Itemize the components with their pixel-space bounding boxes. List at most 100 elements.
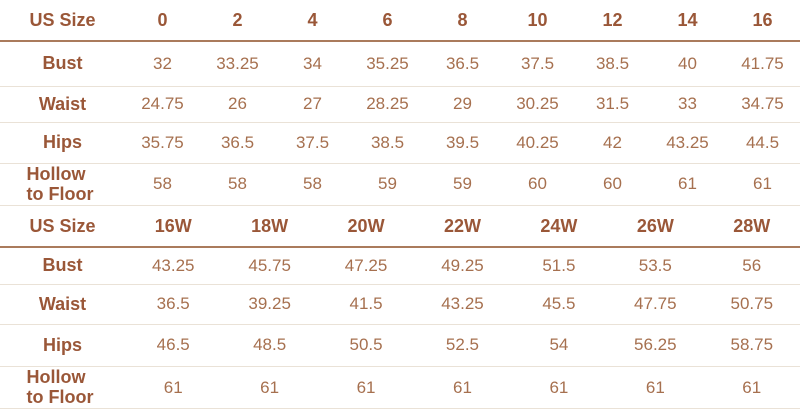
table-row: Hips 46.5 48.5 50.5 52.5 54 56.25 58.75 [0,324,800,367]
table-row: Hollow to Floor 58 58 58 59 59 60 60 61 … [0,163,800,207]
measurement-value: 49.25 [414,247,511,285]
size-chart-table-misses: US Size 0 2 4 6 8 10 12 14 16 Bust 32 33… [0,0,800,207]
table-row: Waist 36.5 39.25 41.5 43.25 45.5 47.75 5… [0,284,800,325]
measurement-value: 51.5 [510,247,608,285]
size-column-header: 2 [200,0,275,42]
measurement-value: 37.5 [275,122,350,164]
measurement-value: 36.5 [425,41,500,87]
measurement-value: 30.25 [500,86,575,123]
size-column-header: 0 [125,0,200,42]
measurement-value: 60 [575,163,650,207]
measurement-value: 61 [221,366,318,410]
measurement-label: Hips [0,122,125,164]
measurement-label-text: Hollow to Floor [26,366,94,408]
measurement-label-text: Hips [42,132,82,152]
measurement-value: 40 [650,41,725,87]
size-column-header: 14 [650,0,725,42]
measurement-value: 42 [575,122,650,164]
measurement-label-text: Hips [42,334,82,355]
measurement-value: 52.5 [414,324,511,367]
measurement-value: 29 [425,86,500,123]
measurement-value: 39.5 [425,122,500,164]
size-column-header: 28W [703,206,800,249]
size-column-header: 26W [607,206,704,249]
measurement-value: 59 [425,163,500,207]
measurement-value: 48.5 [221,324,318,367]
measurement-value: 58 [125,163,200,207]
us-size-header: US Size [0,206,125,249]
size-column-header: 20W [317,206,415,249]
measurement-value: 61 [607,366,704,410]
measurement-value: 61 [650,163,725,207]
table-row: US Size 0 2 4 6 8 10 12 14 16 [0,0,800,42]
measurement-label-text: Hollow to Floor [26,163,94,205]
measurement-value: 26 [200,86,275,123]
measurement-label: Hollow to Floor [0,163,125,207]
table-row: Hollow to Floor 61 61 61 61 61 61 61 [0,366,800,410]
measurement-label: Bust [0,247,125,285]
measurement-label-text: Waist [38,293,87,314]
size-column-header: 16W [125,206,222,249]
measurement-value: 40.25 [500,122,575,164]
measurement-value: 47.75 [607,284,704,325]
measurement-value: 43.25 [125,247,222,285]
measurement-label: Hollow to Floor [0,366,125,410]
measurement-value: 41.5 [317,284,415,325]
measurement-label: Bust [0,41,125,87]
measurement-value: 36.5 [125,284,222,325]
measurement-value: 34 [275,41,350,87]
table-row: US Size 16W 18W 20W 22W 24W 26W 28W [0,206,800,249]
measurement-value: 58 [200,163,275,207]
measurement-value: 45.75 [221,247,318,285]
us-size-header: US Size [0,0,125,42]
size-column-header: 24W [510,206,608,249]
measurement-value: 60 [500,163,575,207]
measurement-value: 37.5 [500,41,575,87]
size-chart-table-plus: US Size 16W 18W 20W 22W 24W 26W 28W Bust… [0,206,800,410]
measurement-value: 56.25 [607,324,704,367]
measurement-value: 44.5 [725,122,800,164]
measurement-value: 33 [650,86,725,123]
table-row: Waist 24.75 26 27 28.25 29 30.25 31.5 33… [0,86,800,123]
measurement-value: 47.25 [317,247,415,285]
measurement-value: 50.5 [317,324,415,367]
measurement-label: Hips [0,324,125,367]
measurement-label-text: Bust [42,255,83,276]
measurement-value: 56 [703,247,800,285]
measurement-value: 39.25 [221,284,318,325]
measurement-value: 59 [350,163,425,207]
measurement-value: 50.75 [703,284,800,325]
measurement-label: Waist [0,284,125,325]
measurement-value: 31.5 [575,86,650,123]
measurement-value: 38.5 [575,41,650,87]
table-row: Bust 32 33.25 34 35.25 36.5 37.5 38.5 40… [0,41,800,87]
size-column-header: 18W [221,206,318,249]
measurement-value: 28.25 [350,86,425,123]
measurement-value: 35.75 [125,122,200,164]
size-column-header: 16 [725,0,800,42]
size-column-header: 22W [414,206,511,249]
size-column-header: 10 [500,0,575,42]
size-column-header: 6 [350,0,425,42]
measurement-value: 35.25 [350,41,425,87]
measurement-value: 58.75 [703,324,800,367]
table-row: Hips 35.75 36.5 37.5 38.5 39.5 40.25 42 … [0,122,800,164]
measurement-value: 54 [510,324,608,367]
size-column-header: 4 [275,0,350,42]
measurement-label-text: Bust [42,53,83,74]
measurement-label: Waist [0,86,125,123]
table-row: Bust 43.25 45.75 47.25 49.25 51.5 53.5 5… [0,247,800,285]
size-column-header: 12 [575,0,650,42]
measurement-value: 24.75 [125,86,200,123]
measurement-label-text: Waist [38,93,87,114]
measurement-value: 46.5 [125,324,222,367]
measurement-value: 45.5 [510,284,608,325]
measurement-value: 33.25 [200,41,275,87]
measurement-value: 61 [414,366,511,410]
measurement-value: 36.5 [200,122,275,164]
measurement-value: 38.5 [350,122,425,164]
measurement-value: 41.75 [725,41,800,87]
measurement-value: 61 [317,366,415,410]
measurement-value: 43.25 [650,122,725,164]
measurement-value: 61 [703,366,800,410]
